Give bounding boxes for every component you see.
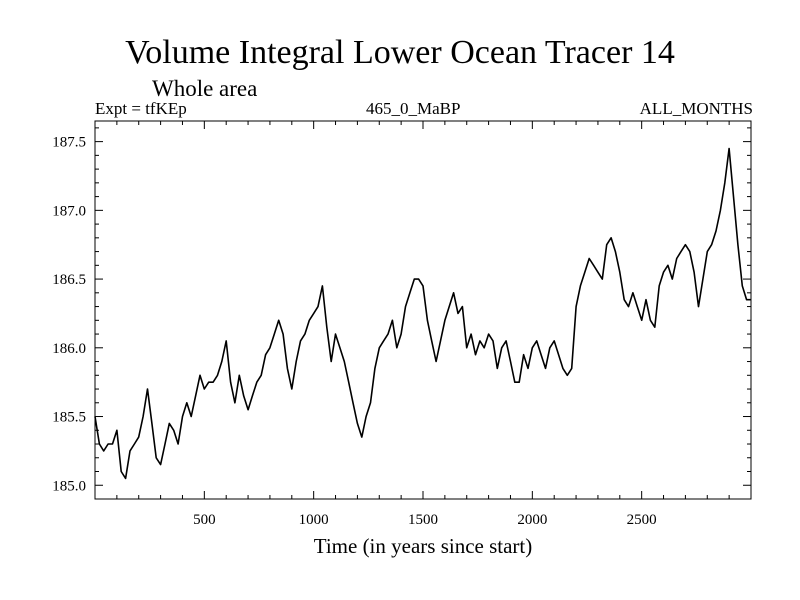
x-tick-label: 2500: [627, 512, 657, 528]
series-line: [94, 147, 751, 480]
y-tick-label: 187.5: [52, 135, 86, 151]
x-tick-label: 500: [193, 512, 216, 528]
chart-title: Volume Integral Lower Ocean Tracer 14: [125, 34, 675, 71]
y-tick-label: 185.5: [52, 410, 86, 426]
y-tick-label: 186.0: [52, 341, 86, 357]
x-tick-label: 1500: [408, 512, 438, 528]
months-label: ALL_MONTHS: [639, 99, 753, 118]
y-tick-label: 185.0: [52, 478, 86, 494]
period-label: 465_0_MaBP: [366, 99, 461, 118]
plot-frame: [94, 120, 752, 500]
axis-ticks: [95, 121, 751, 499]
tick-labels: 500 1000 1500 2000 2500 185.0 185.5 186.0 186.5 1…: [52, 135, 656, 528]
x-tick-label: 1000: [299, 512, 329, 528]
experiment-label: Expt = tfKEp: [95, 99, 187, 118]
x-axis-title: Time (in years since start): [314, 534, 533, 558]
x-tick-label: 2000: [517, 512, 547, 528]
y-tick-label: 186.5: [52, 272, 86, 288]
y-tick-label: 187.0: [52, 203, 86, 219]
chart-subtitle: Whole area: [152, 76, 258, 101]
